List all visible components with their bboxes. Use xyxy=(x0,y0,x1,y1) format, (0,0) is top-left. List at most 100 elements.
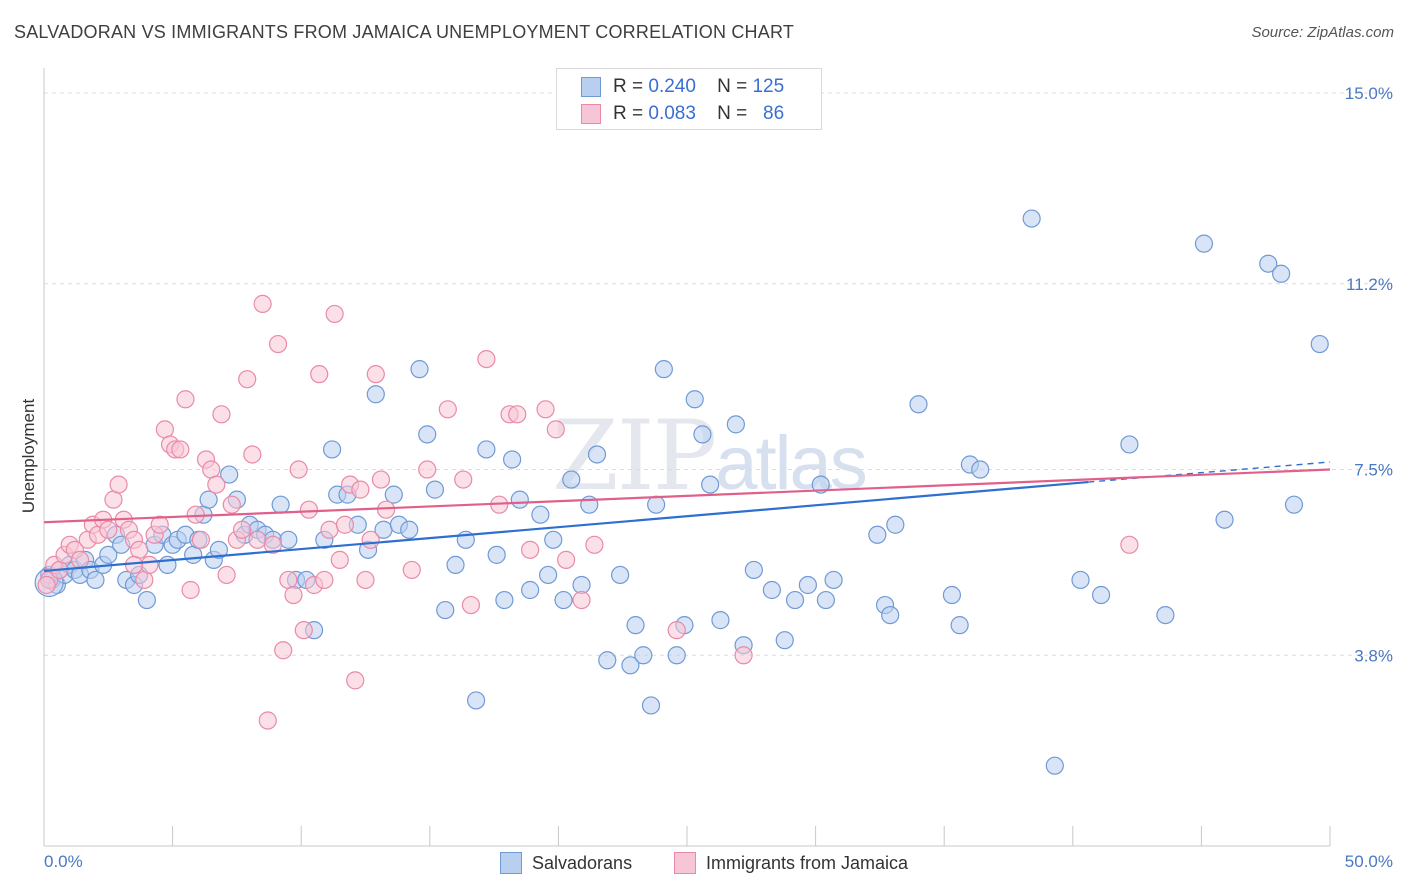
salvadoran-point xyxy=(384,485,403,504)
salvadoran-point xyxy=(647,495,666,514)
jamaica-point xyxy=(263,535,283,554)
salvadoran-point xyxy=(322,440,342,459)
jamaica-point xyxy=(320,520,339,539)
jamaica-point xyxy=(274,641,293,660)
salvadoran-point xyxy=(209,540,228,559)
salvadoran-point xyxy=(487,545,506,564)
jamaica-point xyxy=(325,304,344,324)
salvadoran-point xyxy=(1194,234,1214,253)
jamaica-point xyxy=(155,420,174,439)
salvadoran-point xyxy=(881,605,900,625)
legend-swatch-blue xyxy=(581,77,601,97)
salvadoran-point xyxy=(86,570,105,590)
salvadoran-point xyxy=(1310,334,1329,354)
salvadoran-point xyxy=(271,495,290,514)
jamaica-point xyxy=(37,575,56,595)
trend-lines xyxy=(43,461,1331,573)
salvadoran-point xyxy=(950,616,969,635)
jamaica-point xyxy=(243,445,262,464)
salvadoran-point xyxy=(220,465,239,484)
salvadoran-trend-line xyxy=(43,480,1089,573)
legend-r-label: R = xyxy=(613,76,644,97)
jamaica-point xyxy=(212,405,231,424)
salvadoran-point xyxy=(366,385,385,404)
legend-n-value: 86 xyxy=(763,103,785,124)
jamaica-point xyxy=(461,595,481,615)
salvadoran-point xyxy=(667,646,686,665)
salvadoran-point xyxy=(544,530,563,549)
salvadoran-point xyxy=(531,505,550,524)
jamaica-point xyxy=(667,621,686,640)
jamaica-point xyxy=(346,671,365,690)
jamaica-point xyxy=(207,475,226,494)
salvadoran-point xyxy=(1091,585,1111,605)
salvadoran-point xyxy=(503,450,522,469)
jamaica-point xyxy=(253,294,272,313)
jamaica-point xyxy=(232,520,252,539)
jamaica-point xyxy=(258,711,277,730)
x-tick-min: 0.0% xyxy=(44,852,83,871)
jamaica-point xyxy=(536,400,555,419)
salvadoran-point xyxy=(410,360,429,379)
jamaica-point xyxy=(104,490,123,509)
series-jamaica xyxy=(37,294,1139,730)
salvadoran-point xyxy=(701,475,720,494)
salvadoran-point xyxy=(1215,510,1234,529)
salvadoran-point xyxy=(886,515,905,534)
legend-r-label: R = xyxy=(613,103,644,124)
y-tick-labels: 3.8% 7.5% 11.2% 15.0% xyxy=(1345,84,1393,665)
salvadoran-point xyxy=(621,656,640,675)
jamaica-point xyxy=(222,495,241,514)
salvadoran-point xyxy=(598,651,617,670)
jamaica-point xyxy=(284,585,303,605)
salvadoran-point xyxy=(693,425,712,444)
series-salvadorans xyxy=(34,209,1329,775)
jamaica-point xyxy=(361,530,380,549)
salvadoran-point xyxy=(634,646,653,665)
jamaica-point xyxy=(376,500,396,519)
salvadoran-point xyxy=(654,360,673,379)
salvadoran-point xyxy=(425,480,445,499)
bottom-legend-label: Immigrants from Jamaica xyxy=(706,852,909,873)
salvadoran-point xyxy=(466,691,486,710)
axes xyxy=(43,68,1331,847)
salvadoran-point xyxy=(1284,495,1304,514)
jamaica-point xyxy=(366,365,385,384)
jamaica-point xyxy=(294,621,313,640)
salvadoran-point xyxy=(400,520,419,539)
salvadoran-point xyxy=(626,616,645,635)
salvadoran-point xyxy=(762,580,781,600)
salvadoran-point xyxy=(942,585,962,605)
legend: R = 0.240 N = 125 R = 0.083 N = 86 xyxy=(556,68,822,130)
salvadoran-point xyxy=(1156,605,1175,625)
jamaica-point xyxy=(402,560,421,580)
salvadoran-point xyxy=(521,580,540,600)
jamaica-point xyxy=(585,535,604,554)
jamaica-point xyxy=(202,460,221,479)
legend-swatch-pink xyxy=(581,104,601,124)
salvadoran-point xyxy=(811,475,830,494)
jamaica-point xyxy=(557,550,576,569)
salvadoran-point xyxy=(495,590,514,610)
jamaica-point xyxy=(508,405,527,424)
y-tick-label: 11.2% xyxy=(1346,275,1393,294)
jamaica-trend-line xyxy=(43,468,1331,524)
salvadoran-point xyxy=(587,445,607,464)
salvadoran-point xyxy=(785,590,805,610)
y-tick-label: 7.5% xyxy=(1354,461,1393,480)
jamaica-point xyxy=(124,555,144,575)
salvadoran-point xyxy=(726,415,745,434)
salvadoran-point xyxy=(1259,254,1278,273)
jamaica-point xyxy=(335,515,355,534)
y-tick-label: 15.0% xyxy=(1345,84,1393,103)
jamaica-point xyxy=(181,580,200,600)
salvadoran-point xyxy=(279,530,298,549)
legend-r-value: 0.240 xyxy=(648,76,696,97)
salvadoran-point xyxy=(562,470,581,489)
jamaica-point xyxy=(330,550,349,569)
bottom-legend-jamaica: Immigrants from Jamaica xyxy=(674,852,908,874)
salvadoran-point xyxy=(1120,435,1139,454)
legend-n-label: N = xyxy=(717,103,748,124)
jamaica-point xyxy=(572,590,591,610)
salvadoran-point xyxy=(641,696,661,715)
